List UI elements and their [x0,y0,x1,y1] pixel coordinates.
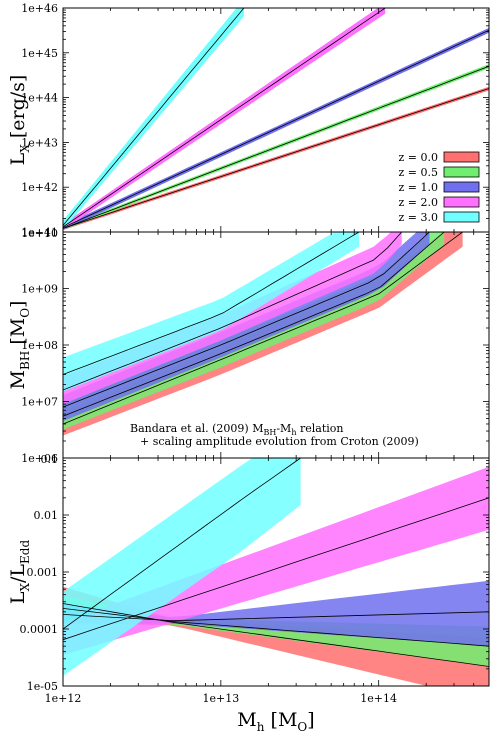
legend-swatch [443,181,480,193]
xtick-label: 1e+12 [45,692,82,705]
ytick-label: 0.01 [34,509,59,522]
median-line-3.0 [63,232,360,375]
ytick-label: 1e+09 [21,283,58,296]
median-line-2.0 [63,497,489,641]
legend-label: z = 3.0 [399,211,439,224]
ytick-label: 1e+41 [21,226,58,239]
panel-lx [63,8,489,231]
median-line-2.0 [63,232,402,391]
ytick-label: 1e+45 [21,47,58,60]
median-line-1.0 [63,232,430,408]
median-line-2.0 [63,8,386,228]
ytick-label: 1e+06 [21,452,58,465]
median-line-0.5 [63,608,489,647]
panel-mbh [63,232,463,436]
xtick-label: 1e+13 [202,692,239,705]
ytick-label: 1e+44 [21,92,58,105]
legend-label: z = 2.0 [399,196,439,209]
ytick-label: 1e+10 [21,227,58,240]
band-0.5 [63,596,489,667]
ytick-label: 1e-05 [27,680,58,693]
ytick-label: 0.001 [27,566,59,579]
median-line-1.0 [63,29,489,229]
legend-label: z = 0.5 [399,166,439,179]
legend-swatch [443,211,480,223]
annotation-line2: + scaling amplitude evolution from Croto… [140,435,419,448]
median-line-0.5 [63,65,489,229]
ylabel-lx-ledd: LX/LEdd [7,540,32,605]
ytick-label: 0.1 [41,453,59,466]
legend: z = 0.0 z = 0.5 z = 1.0 z = 2.0 z = 3.0 [399,151,480,224]
ytick-label: 1e+46 [21,2,58,15]
median-line-0.0 [63,88,489,229]
ytick-label: 1e+43 [21,136,58,149]
median-line-3.0 [63,458,301,630]
ytick-label: 0.0001 [20,623,59,636]
legend-label: z = 0.0 [399,151,439,164]
ylabel-lx: LX [erg/s] [7,75,32,166]
annotation-line1: Bandara et al. (2009) MBH-Mh relation [130,422,343,437]
band-3.0 [63,458,301,676]
legend-label: z = 1.0 [399,181,439,194]
median-line-0.0 [63,232,463,425]
band-2.0 [63,8,386,231]
median-line-1.0 [63,611,489,621]
band-2.0 [63,466,489,655]
legend-swatch [443,166,480,178]
legend-swatch [443,151,480,163]
ytick-label: 1e+42 [21,181,58,194]
median-line-0.5 [63,232,445,417]
band-3.0 [63,232,359,392]
xlabel-mh: Mh [MO] [237,709,314,734]
legend-swatch [443,196,480,208]
panel-lx-ledd [63,458,489,686]
ytick-label: 1e+08 [21,339,58,352]
band-3.0 [63,8,244,231]
band-1.0 [63,580,489,647]
median-line-3.0 [63,8,245,226]
ytick-label: 1e+07 [21,396,58,409]
axis-ticks: 1e+41 1e+42 1e+43 1e+44 1e+45 1e+46 1e+06 1e+07… [20,2,490,705]
ylabel-mbh: MBH [MO] [7,301,32,390]
xtick-label: 1e+14 [360,692,397,705]
